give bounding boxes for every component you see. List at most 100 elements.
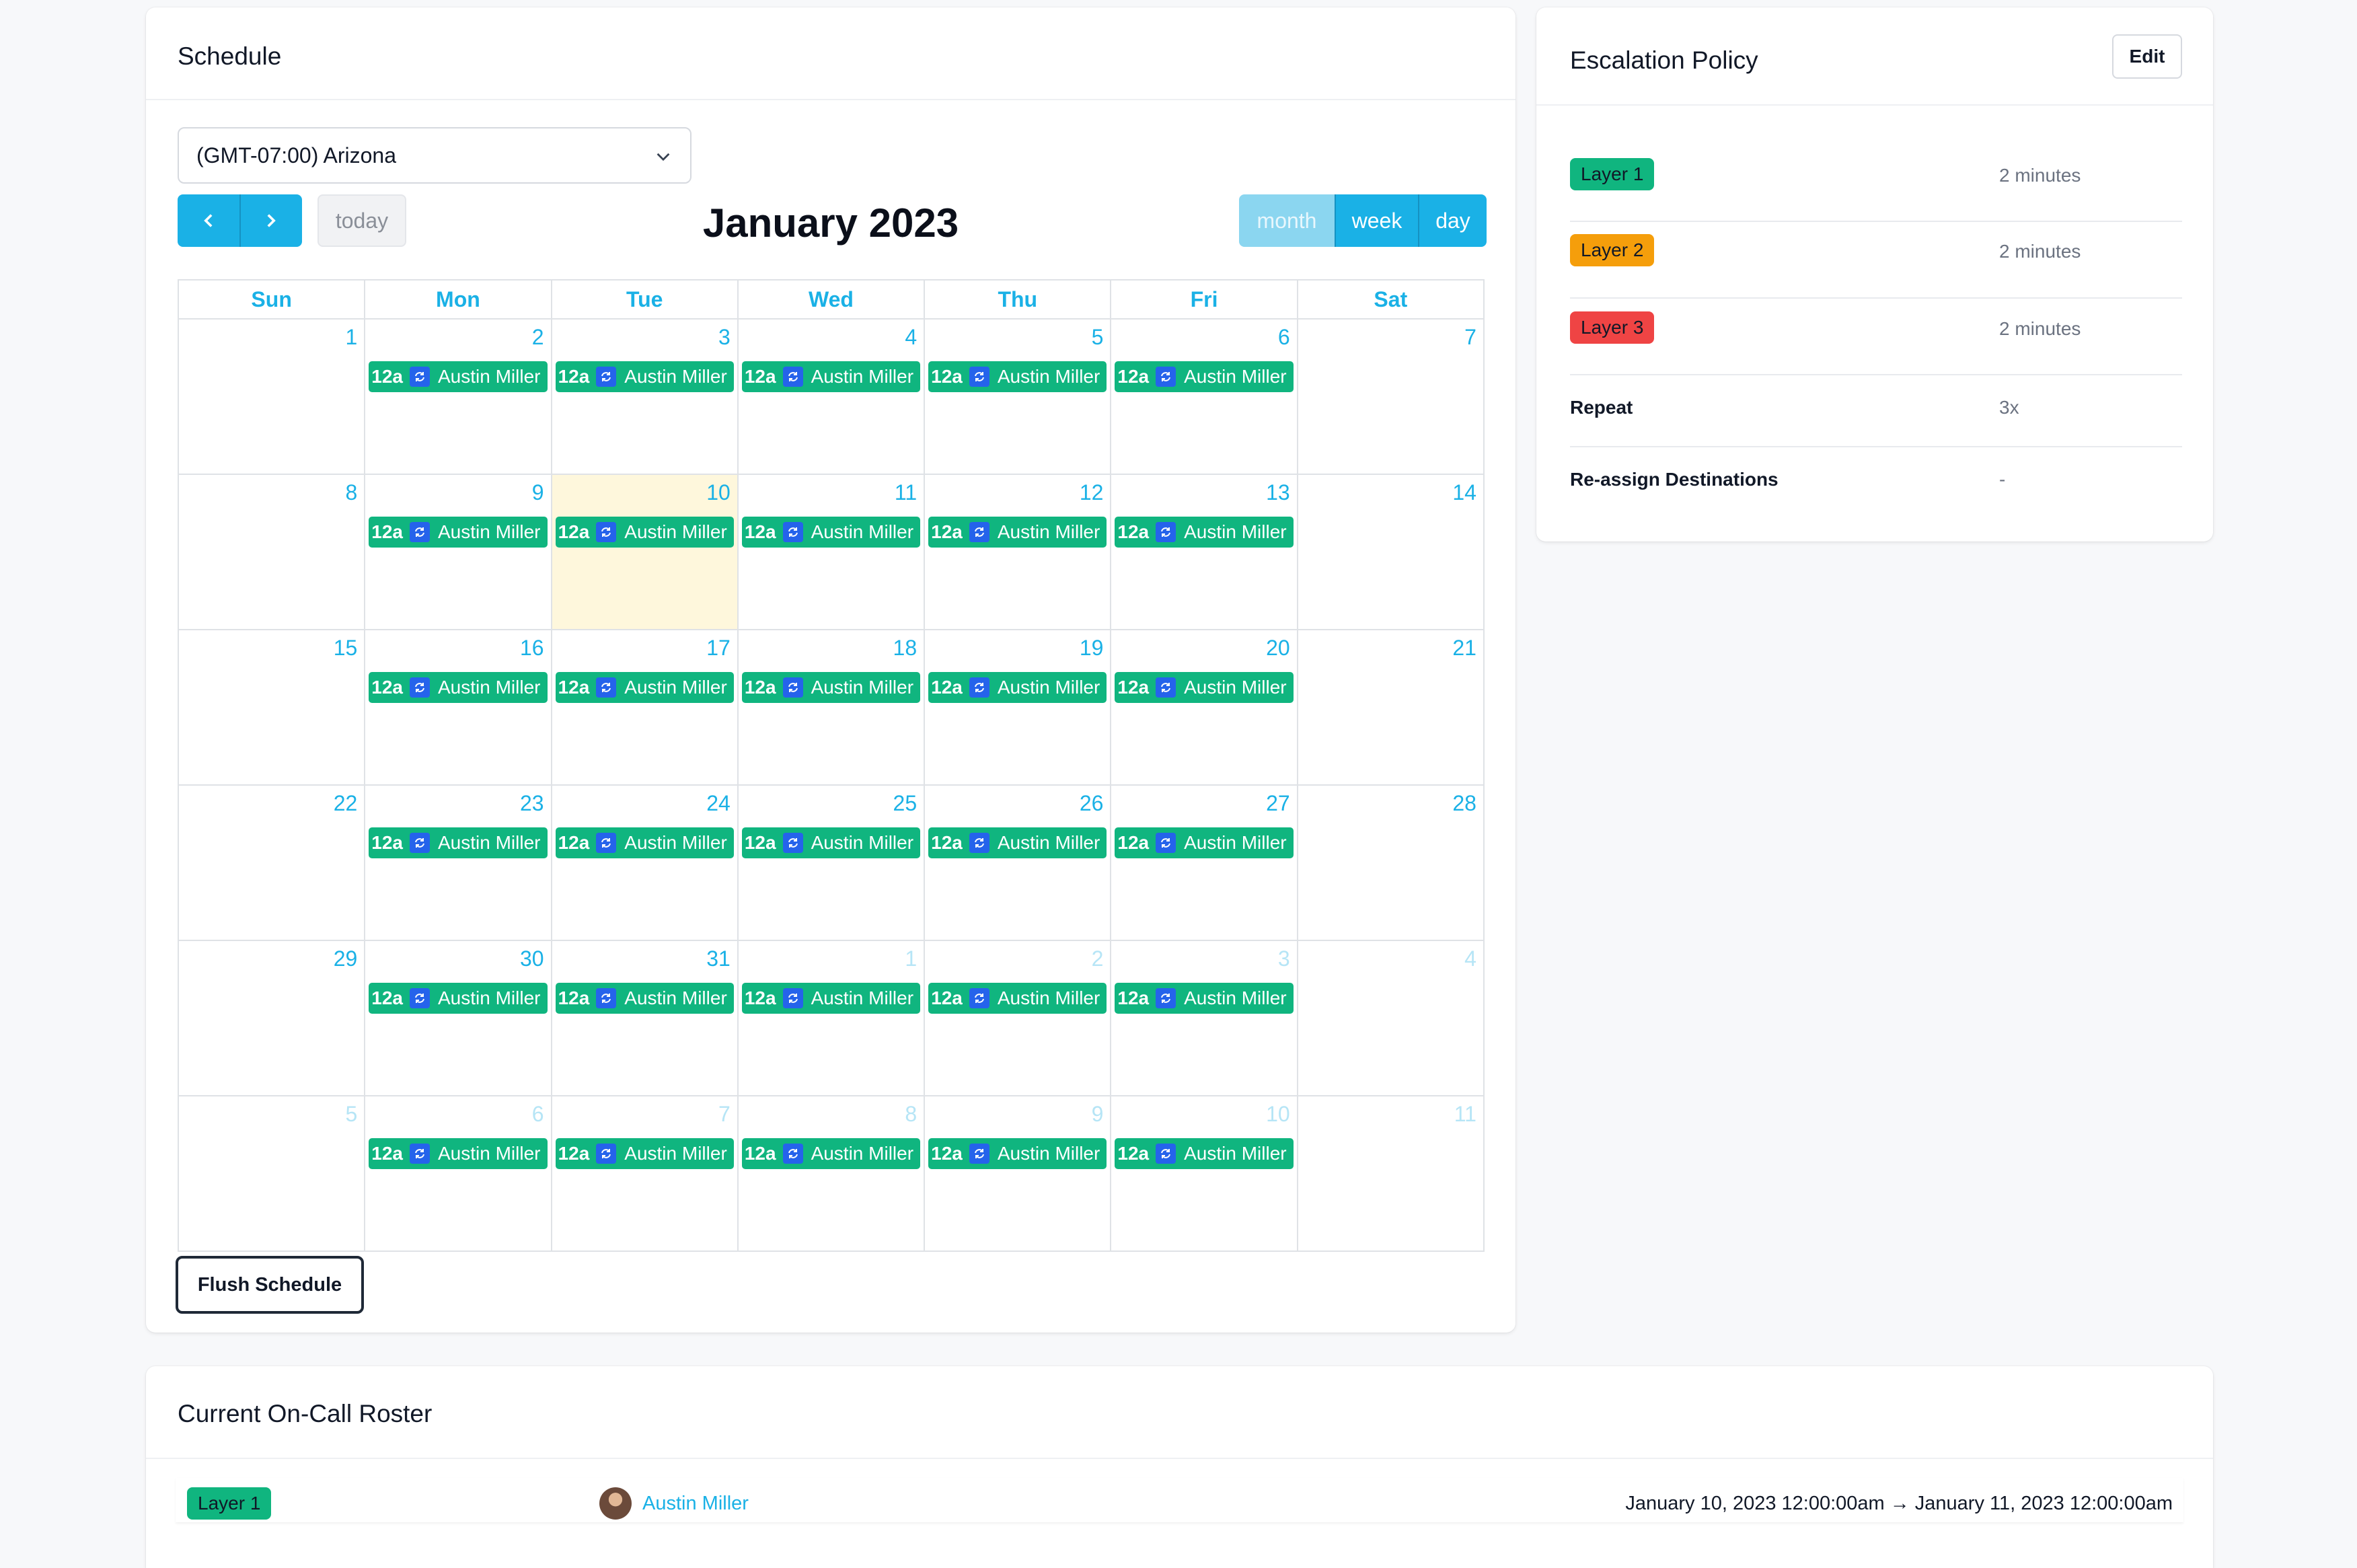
calendar-day-cell[interactable]: 27 12a Austin Miller [1111,786,1298,940]
calendar-day-cell[interactable]: 20 12a Austin Miller [1111,630,1298,784]
prev-month-button[interactable] [178,194,241,247]
calendar-day-cell[interactable]: 29 [179,941,366,1095]
on-call-event[interactable]: 12a Austin Miller [555,1138,734,1169]
on-call-event[interactable]: 12a Austin Miller [1115,517,1294,548]
calendar-day-cell[interactable]: 9 12a Austin Miller [365,475,552,629]
on-call-event[interactable]: 12a Austin Miller [741,983,921,1014]
calendar-day-cell[interactable]: 26 12a Austin Miller [925,786,1112,940]
day-number: 25 [893,791,918,815]
on-call-event[interactable]: 12a Austin Miller [369,361,548,392]
calendar-day-cell[interactable]: 23 12a Austin Miller [365,786,552,940]
calendar-day-cell[interactable]: 31 12a Austin Miller [552,941,739,1095]
today-button[interactable]: today [317,194,406,247]
on-call-event[interactable]: 12a Austin Miller [928,517,1107,548]
calendar-day-cell[interactable]: 30 12a Austin Miller [365,941,552,1095]
edit-button[interactable]: Edit [2112,34,2182,79]
calendar-day-cell[interactable]: 8 12a Austin Miller [739,1096,926,1250]
calendar-day-cell[interactable]: 2 12a Austin Miller [365,320,552,474]
on-call-event[interactable]: 12a Austin Miller [369,827,548,858]
calendar-day-cell[interactable]: 10 12a Austin Miller [1111,1096,1298,1250]
event-user: Austin Miller [624,677,727,698]
event-time: 12a [371,521,403,542]
on-call-event[interactable]: 12a Austin Miller [741,361,921,392]
day-view-button[interactable]: day [1418,194,1487,247]
on-call-event[interactable]: 12a Austin Miller [555,361,734,392]
timezone-select[interactable]: (GMT-07:00) Arizona [178,127,691,184]
on-call-event[interactable]: 12a Austin Miller [741,827,921,858]
on-call-event[interactable]: 12a Austin Miller [1115,1138,1294,1169]
on-call-event[interactable]: 12a Austin Miller [741,517,921,548]
calendar-day-cell[interactable]: 6 12a Austin Miller [365,1096,552,1250]
calendar-day-cell[interactable]: 11 [1298,1096,1483,1250]
next-month-button[interactable] [240,194,302,247]
calendar-title: January 2023 [146,200,1516,246]
on-call-event[interactable]: 12a Austin Miller [369,1138,548,1169]
calendar-day-cell[interactable]: 5 12a Austin Miller [925,320,1112,474]
calendar-day-cell[interactable]: 4 12a Austin Miller [739,320,926,474]
on-call-event[interactable]: 12a Austin Miller [1115,672,1294,703]
event-user: Austin Miller [624,832,727,853]
on-call-event[interactable]: 12a Austin Miller [928,983,1107,1014]
repeat-icon [782,988,803,1008]
event-time: 12a [744,677,776,698]
on-call-event[interactable]: 12a Austin Miller [555,517,734,548]
calendar-day-cell[interactable]: 25 12a Austin Miller [739,786,926,940]
calendar-day-cell[interactable]: 6 12a Austin Miller [1111,320,1298,474]
calendar-day-cell[interactable]: 10 12a Austin Miller [552,475,739,629]
calendar-day-cell[interactable]: 15 [179,630,366,784]
calendar-day-cell[interactable]: 1 12a Austin Miller [739,941,926,1095]
calendar-day-cell[interactable]: 16 12a Austin Miller [365,630,552,784]
escalation-policy-card: Escalation Policy Edit Layer 1 2 minutes… [1536,7,2213,542]
calendar-day-cell[interactable]: 28 [1298,786,1483,940]
event-user: Austin Miller [438,1143,541,1164]
on-call-event[interactable]: 12a Austin Miller [1115,827,1294,858]
calendar-day-cell[interactable]: 19 12a Austin Miller [925,630,1112,784]
calendar-day-cell[interactable]: 5 [179,1096,366,1250]
week-view-button[interactable]: week [1335,194,1418,247]
on-call-event[interactable]: 12a Austin Miller [1115,983,1294,1014]
calendar-day-cell[interactable]: 14 [1298,475,1483,629]
flush-schedule-button[interactable]: Flush Schedule [176,1256,364,1314]
month-view-button[interactable]: month [1239,194,1335,247]
roster-user-link[interactable]: Austin Miller [642,1493,749,1514]
calendar-day-cell[interactable]: 24 12a Austin Miller [552,786,739,940]
repeat-icon [410,833,430,853]
on-call-event[interactable]: 12a Austin Miller [555,672,734,703]
on-call-event[interactable]: 12a Austin Miller [555,983,734,1014]
calendar-day-cell[interactable]: 22 [179,786,366,940]
calendar-day-cell[interactable]: 3 12a Austin Miller [1111,941,1298,1095]
day-number: 20 [1266,636,1290,660]
on-call-event[interactable]: 12a Austin Miller [741,672,921,703]
calendar-day-cell[interactable]: 13 12a Austin Miller [1111,475,1298,629]
calendar-day-cell[interactable]: 2 12a Austin Miller [925,941,1112,1095]
on-call-event[interactable]: 12a Austin Miller [369,517,548,548]
calendar-day-cell[interactable]: 12 12a Austin Miller [925,475,1112,629]
calendar-day-cell[interactable]: 8 [179,475,366,629]
calendar-day-cell[interactable]: 4 [1298,941,1483,1095]
calendar-day-cell[interactable]: 21 [1298,630,1483,784]
on-call-event[interactable]: 12a Austin Miller [928,361,1107,392]
repeat-icon [596,1144,617,1164]
on-call-event[interactable]: 12a Austin Miller [555,827,734,858]
event-time: 12a [1117,832,1150,853]
calendar-day-cell[interactable]: 11 12a Austin Miller [739,475,926,629]
escalation-layer-row: Layer 1 2 minutes [1570,157,2182,222]
layer-delay: 2 minutes [1999,241,2081,262]
reassign-row: Re-assign Destinations - [1570,459,2182,500]
calendar-day-cell[interactable]: 7 [1298,320,1483,474]
on-call-event[interactable]: 12a Austin Miller [369,983,548,1014]
on-call-event[interactable]: 12a Austin Miller [369,672,548,703]
calendar-day-cell[interactable]: 1 [179,320,366,474]
calendar-day-cell[interactable]: 18 12a Austin Miller [739,630,926,784]
event-time: 12a [371,987,403,1008]
calendar-day-cell[interactable]: 9 12a Austin Miller [925,1096,1112,1250]
calendar-day-cell[interactable]: 7 12a Austin Miller [552,1096,739,1250]
on-call-event[interactable]: 12a Austin Miller [741,1138,921,1169]
calendar-day-cell[interactable]: 3 12a Austin Miller [552,320,739,474]
on-call-event[interactable]: 12a Austin Miller [928,672,1107,703]
on-call-event[interactable]: 12a Austin Miller [928,1138,1107,1169]
on-call-event[interactable]: 12a Austin Miller [928,827,1107,858]
calendar-day-cell[interactable]: 17 12a Austin Miller [552,630,739,784]
event-time: 12a [1117,677,1150,698]
on-call-event[interactable]: 12a Austin Miller [1115,361,1294,392]
